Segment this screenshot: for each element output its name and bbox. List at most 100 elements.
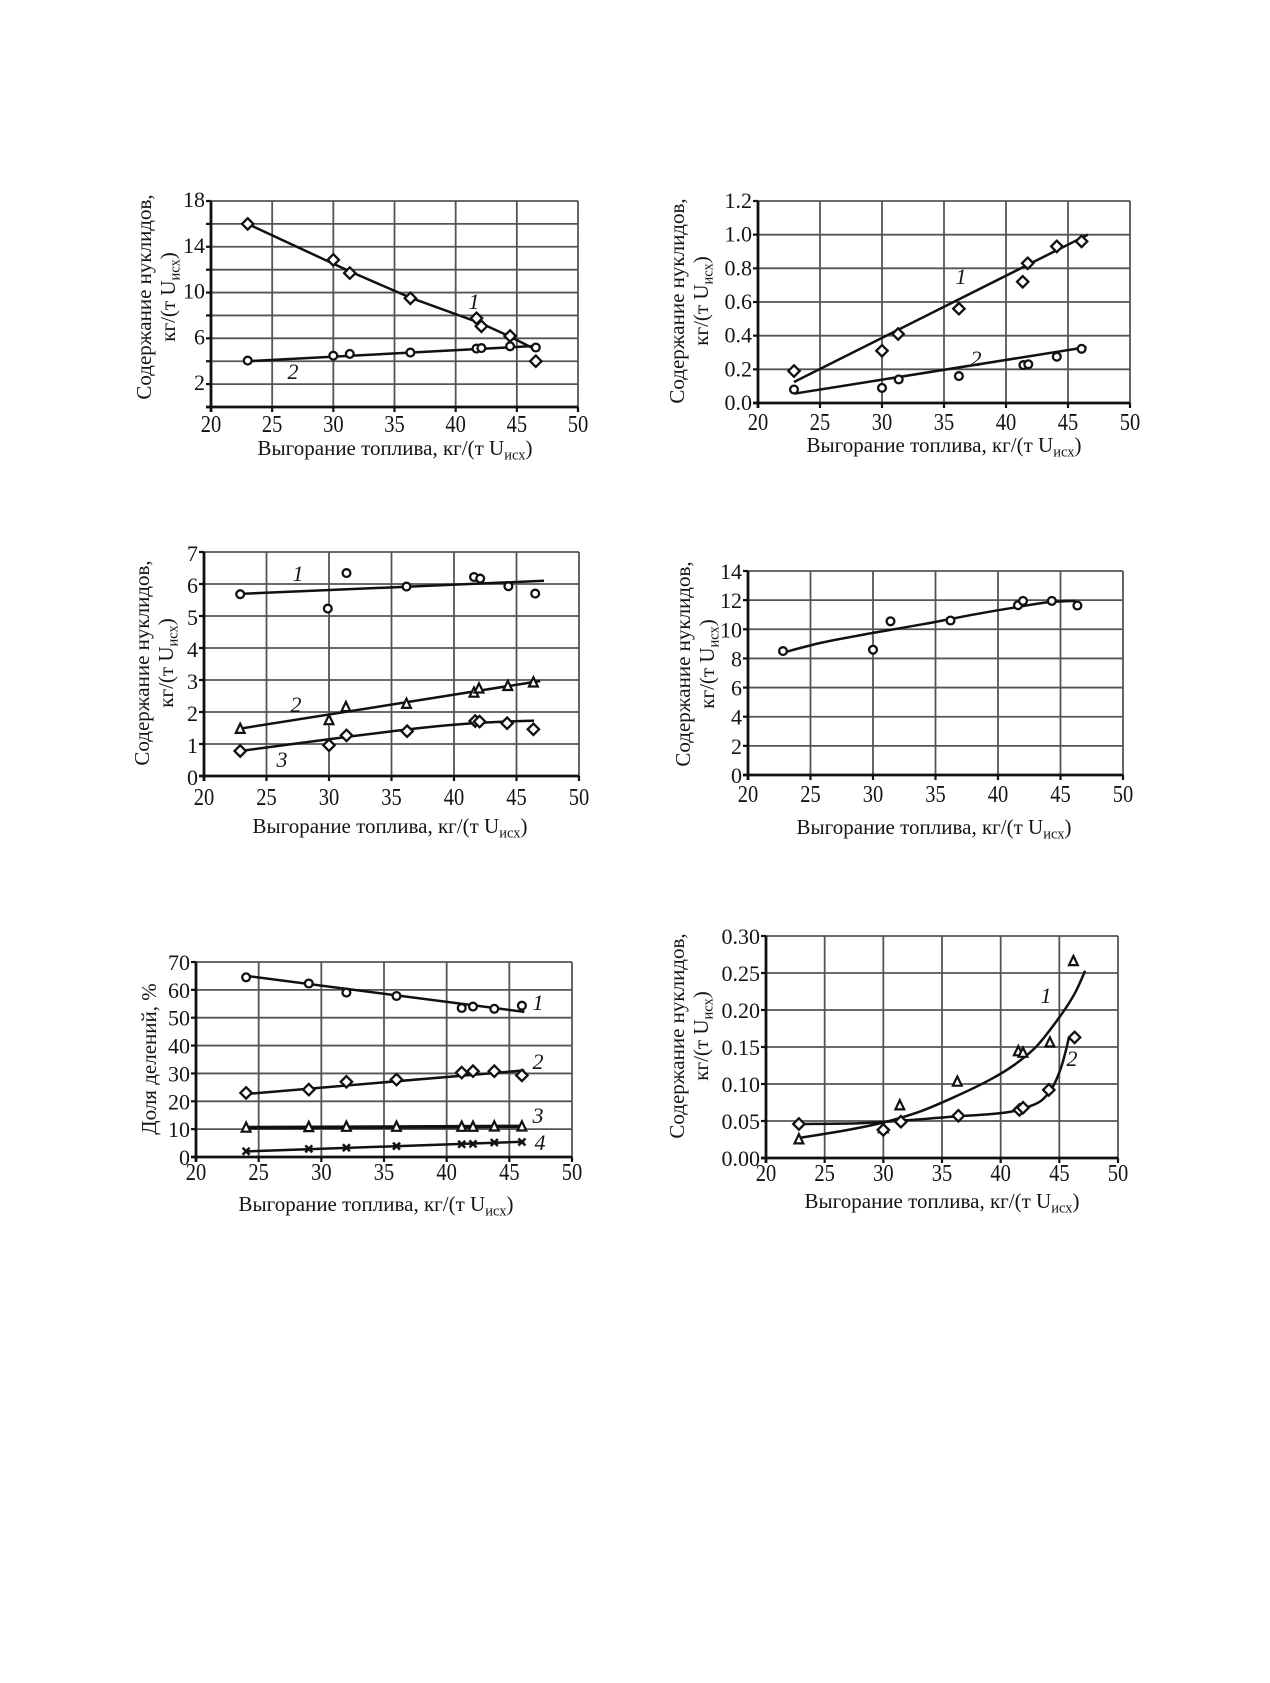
svg-text:Выгорание топлива, кг/(т Uисх): Выгорание топлива, кг/(т Uисх) [797, 815, 1072, 842]
svg-text:Содержание нуклидов,: Содержание нуклидов, [671, 561, 695, 766]
svg-text:кг/(т Uисх): кг/(т Uисх) [156, 252, 183, 342]
svg-text:0.05: 0.05 [722, 1109, 761, 1134]
svg-text:5: 5 [187, 605, 198, 630]
svg-text:4: 4 [535, 1130, 546, 1155]
svg-text:0: 0 [187, 765, 198, 790]
svg-text:35: 35 [384, 412, 405, 438]
svg-text:0.0: 0.0 [725, 390, 753, 415]
svg-text:0.4: 0.4 [725, 323, 753, 348]
svg-text:25: 25 [248, 1160, 269, 1186]
svg-text:4: 4 [731, 705, 742, 730]
svg-text:0.15: 0.15 [722, 1035, 761, 1060]
svg-text:25: 25 [810, 410, 831, 436]
svg-text:45: 45 [506, 785, 527, 811]
svg-text:50: 50 [168, 1006, 190, 1031]
svg-text:Выгорание топлива, кг/(т Uисх): Выгорание топлива, кг/(т Uисх) [807, 433, 1082, 460]
svg-text:20: 20 [168, 1089, 190, 1114]
svg-text:0.25: 0.25 [722, 961, 761, 986]
svg-text:10: 10 [720, 617, 742, 642]
svg-text:18: 18 [183, 187, 205, 212]
svg-text:20: 20 [186, 1160, 207, 1186]
svg-text:6: 6 [731, 676, 742, 701]
svg-text:Содержание нуклидов,: Содержание нуклидов, [665, 198, 689, 403]
svg-text:10: 10 [168, 1117, 190, 1142]
svg-text:40: 40 [990, 1161, 1011, 1187]
svg-text:70: 70 [168, 950, 190, 975]
svg-text:35: 35 [934, 410, 955, 436]
svg-text:30: 30 [311, 1160, 332, 1186]
svg-text:кг/(т Uисх): кг/(т Uисх) [689, 991, 716, 1081]
svg-text:Доля делений, %: Доля делений, % [137, 983, 161, 1134]
svg-text:50: 50 [569, 785, 590, 811]
svg-text:0.2: 0.2 [725, 356, 753, 381]
svg-text:2: 2 [731, 734, 742, 759]
svg-text:45: 45 [1058, 410, 1079, 436]
svg-text:14: 14 [183, 233, 205, 258]
svg-text:0.20: 0.20 [722, 998, 761, 1023]
svg-text:Выгорание топлива, кг/(т Uисх): Выгорание топлива, кг/(т Uисх) [805, 1189, 1080, 1216]
svg-text:2: 2 [1067, 1046, 1078, 1071]
svg-text:40: 40 [988, 782, 1009, 808]
svg-text:1: 1 [469, 289, 480, 314]
svg-text:0.10: 0.10 [722, 1072, 761, 1097]
svg-text:4: 4 [187, 637, 198, 662]
svg-text:20: 20 [738, 782, 759, 808]
svg-text:50: 50 [1108, 1161, 1129, 1187]
svg-text:20: 20 [756, 1161, 777, 1187]
svg-text:6: 6 [187, 573, 198, 598]
svg-text:40: 40 [168, 1034, 190, 1059]
svg-text:30: 30 [872, 410, 893, 436]
svg-text:40: 40 [436, 1160, 457, 1186]
svg-text:35: 35 [925, 782, 946, 808]
svg-text:30: 30 [323, 412, 344, 438]
svg-text:8: 8 [731, 646, 742, 671]
svg-text:30: 30 [863, 782, 884, 808]
svg-text:0.8: 0.8 [725, 255, 753, 280]
svg-text:7: 7 [187, 541, 198, 566]
svg-text:50: 50 [1113, 782, 1134, 808]
svg-text:0.00: 0.00 [722, 1146, 761, 1171]
svg-text:25: 25 [256, 785, 277, 811]
svg-text:1.2: 1.2 [725, 188, 753, 213]
svg-text:40: 40 [444, 785, 465, 811]
svg-text:Выгорание топлива, кг/(т Uисх): Выгорание топлива, кг/(т Uисх) [239, 1192, 514, 1219]
svg-text:1: 1 [533, 990, 544, 1015]
svg-text:25: 25 [262, 412, 283, 438]
svg-text:кг/(т Uисх): кг/(т Uисх) [154, 618, 181, 708]
svg-text:Содержание нуклидов,: Содержание нуклидов, [665, 933, 689, 1138]
svg-text:Содержание нуклидов,: Содержание нуклидов, [130, 560, 154, 765]
svg-text:1: 1 [1041, 983, 1052, 1008]
svg-text:Выгорание топлива, кг/(т Uисх): Выгорание топлива, кг/(т Uисх) [258, 436, 533, 463]
svg-text:35: 35 [381, 785, 402, 811]
svg-text:0.30: 0.30 [722, 924, 761, 949]
svg-text:1: 1 [293, 561, 304, 586]
svg-text:40: 40 [996, 410, 1017, 436]
svg-text:1: 1 [187, 733, 198, 758]
svg-text:кг/(т Uисх): кг/(т Uисх) [695, 619, 722, 709]
svg-text:45: 45 [507, 412, 528, 438]
svg-text:50: 50 [1120, 410, 1141, 436]
svg-text:Выгорание топлива, кг/(т Uисх): Выгорание топлива, кг/(т Uисх) [253, 814, 528, 841]
svg-text:30: 30 [168, 1061, 190, 1086]
svg-text:45: 45 [499, 1160, 520, 1186]
svg-text:2: 2 [533, 1049, 544, 1074]
svg-text:1: 1 [956, 264, 967, 289]
svg-text:3: 3 [187, 669, 198, 694]
svg-text:35: 35 [932, 1161, 953, 1187]
svg-text:14: 14 [720, 559, 742, 584]
svg-text:50: 50 [568, 412, 589, 438]
svg-text:2: 2 [194, 370, 205, 395]
svg-text:50: 50 [562, 1160, 583, 1186]
svg-text:2: 2 [187, 701, 198, 726]
svg-text:0.6: 0.6 [725, 289, 753, 314]
svg-text:20: 20 [201, 412, 222, 438]
svg-text:2: 2 [291, 692, 302, 717]
svg-text:3: 3 [532, 1103, 544, 1128]
svg-text:20: 20 [748, 410, 769, 436]
svg-text:кг/(т Uисх): кг/(т Uисх) [689, 256, 716, 346]
svg-text:0: 0 [731, 763, 742, 788]
svg-text:Содержание нуклидов,: Содержание нуклидов, [132, 194, 156, 399]
svg-text:30: 30 [873, 1161, 894, 1187]
svg-text:2: 2 [971, 346, 982, 371]
svg-text:12: 12 [720, 588, 742, 613]
